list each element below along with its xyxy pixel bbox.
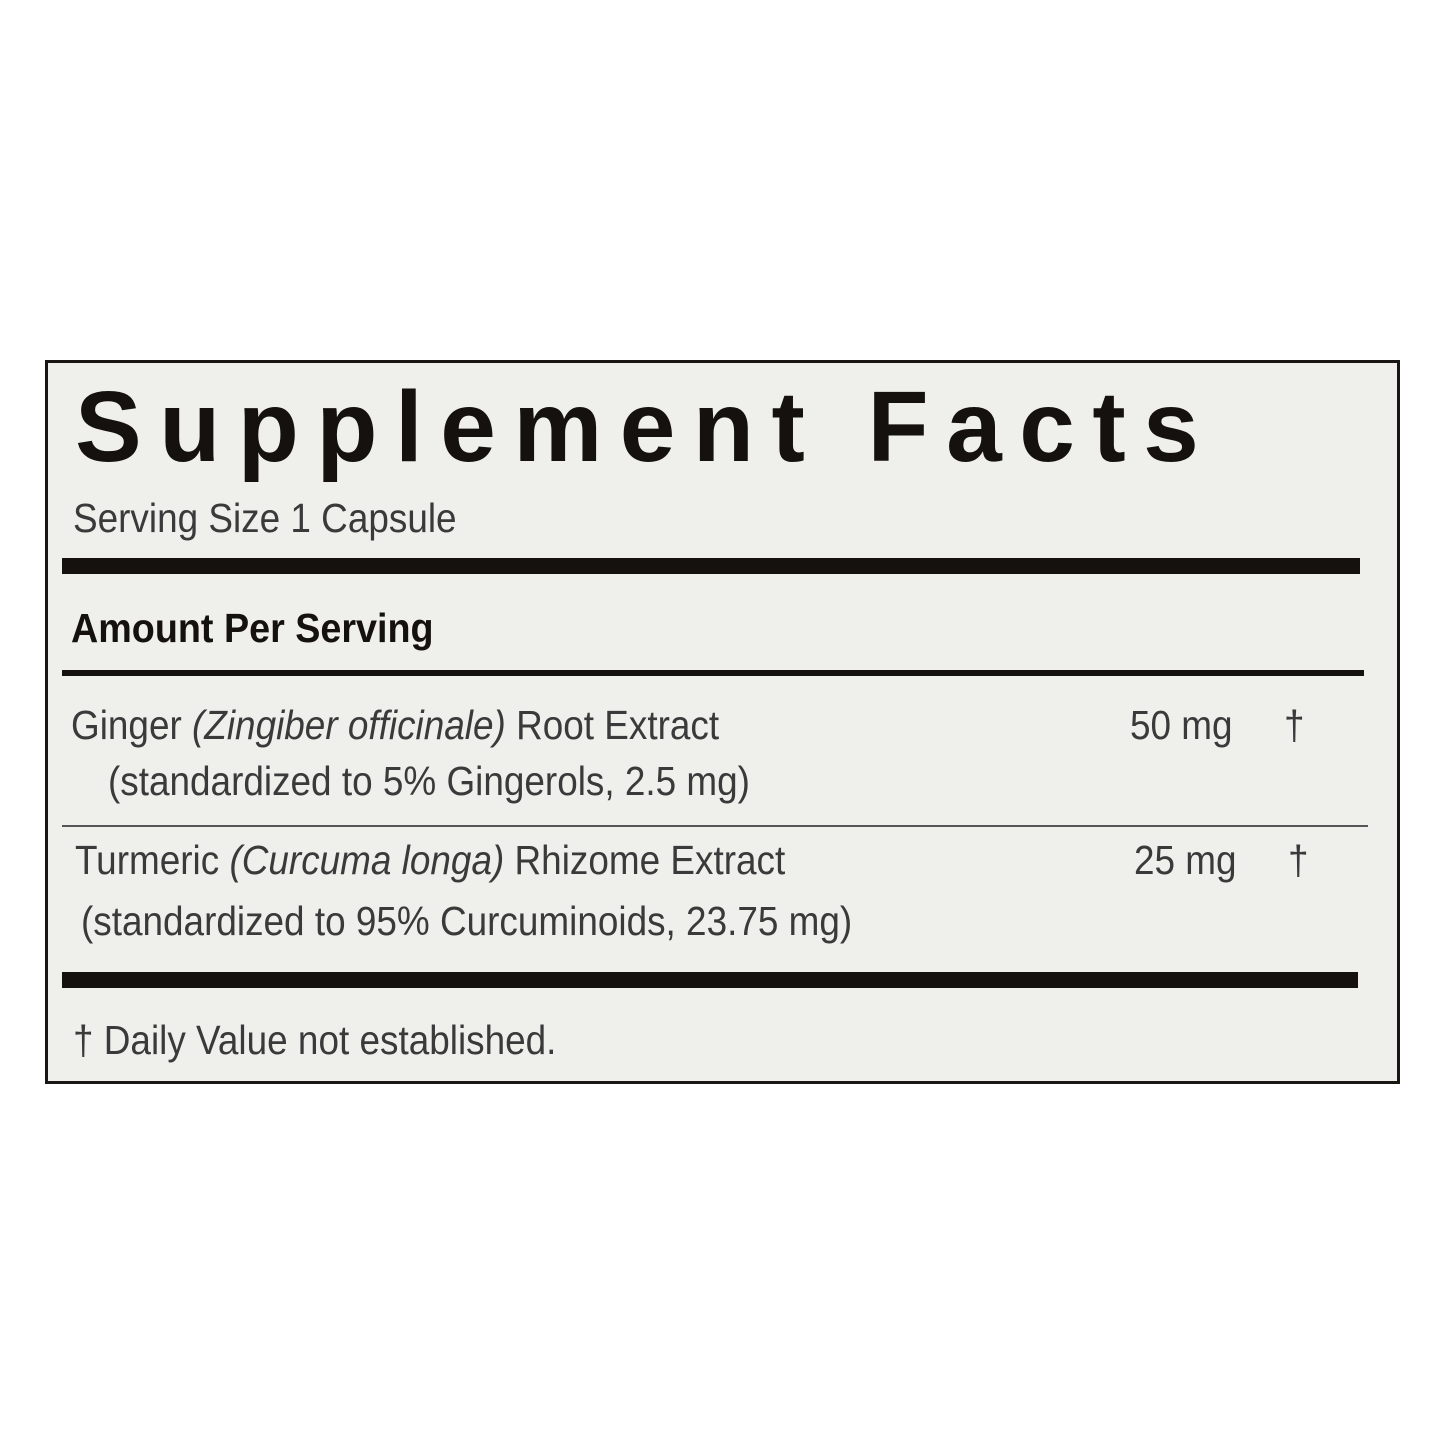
ingredient-name: Turmeric (Curcuma longa) Rhizome Extract [75, 837, 786, 883]
thick-divider [62, 972, 1358, 988]
panel-title: Supplement Facts [75, 371, 1217, 483]
ingredient-amount: 25 mg [1134, 837, 1237, 883]
ingredient-amount: 50 mg [1130, 702, 1233, 748]
medium-divider [62, 670, 1364, 676]
thin-divider [62, 825, 1368, 827]
daily-value-dagger: † [1288, 837, 1309, 883]
ingredient-standardization: (standardized to 95% Curcuminoids, 23.75… [81, 898, 853, 944]
footnote: † Daily Value not established. [73, 1017, 557, 1063]
ingredient-standardization: (standardized to 5% Gingerols, 2.5 mg) [108, 758, 750, 804]
thick-divider [62, 558, 1360, 574]
amount-per-serving-header: Amount Per Serving [71, 605, 434, 651]
supplement-facts-panel: Supplement Facts Serving Size 1 Capsule … [45, 360, 1400, 1084]
ingredient-name: Ginger (Zingiber officinale) Root Extrac… [71, 702, 720, 748]
daily-value-dagger: † [1284, 702, 1305, 748]
serving-size: Serving Size 1 Capsule [73, 495, 457, 541]
